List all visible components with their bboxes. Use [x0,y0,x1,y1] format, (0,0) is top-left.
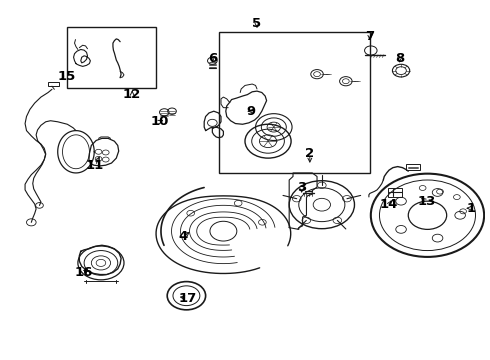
Text: 2: 2 [305,147,315,160]
Text: 13: 13 [417,195,436,208]
Text: 7: 7 [365,30,374,42]
Text: 16: 16 [75,266,93,279]
Text: 17: 17 [178,292,196,305]
Text: 11: 11 [86,159,104,172]
Text: 12: 12 [123,88,141,101]
Bar [406,164,420,170]
Bar [388,188,401,197]
Text: 15: 15 [57,71,75,84]
Text: 5: 5 [252,17,262,30]
Text: 10: 10 [150,115,169,128]
Text: 8: 8 [395,52,404,65]
Text: 3: 3 [297,181,306,194]
Bar [48,82,59,86]
Text: 6: 6 [208,52,217,65]
Text: 4: 4 [179,230,188,243]
Bar [219,32,370,173]
Text: 1: 1 [466,202,475,215]
Text: 14: 14 [380,198,398,211]
Bar [67,27,156,88]
Text: 9: 9 [246,105,256,118]
